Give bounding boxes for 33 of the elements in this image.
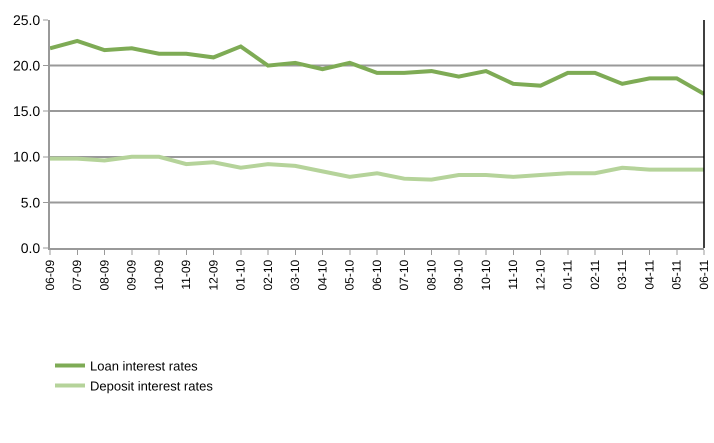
y-tick-label: 25.0 xyxy=(12,12,40,28)
y-tick-label: 5.0 xyxy=(20,194,40,210)
x-tick-label: 01-10 xyxy=(234,259,248,291)
x-tick-label: 10-09 xyxy=(152,259,166,291)
x-tick-label: 12-09 xyxy=(206,259,220,291)
y-tick-label: 10.0 xyxy=(12,148,40,165)
x-tick-label: 06-09 xyxy=(42,259,57,291)
y-tick-label: 0.0 xyxy=(20,240,40,256)
x-tick-label: 11-09 xyxy=(179,259,194,290)
x-tick-label: 12-10 xyxy=(533,259,548,291)
x-tick-label: 05-10 xyxy=(342,259,357,291)
legend-label: Deposit interest rates xyxy=(90,378,214,394)
x-tick-label: 06-11 xyxy=(696,259,711,290)
x-tick-label: 11-10 xyxy=(506,259,520,290)
x-tick-label: 08-10 xyxy=(424,259,438,291)
y-tick-label: 15.0 xyxy=(12,103,40,120)
x-tick-label: 05-11 xyxy=(670,259,684,290)
x-tick-label: 02-11 xyxy=(588,259,602,290)
legend-label: Loan interest rates xyxy=(90,358,198,374)
x-tick-label: 07-09 xyxy=(70,259,84,291)
x-tick-label: 10-10 xyxy=(478,259,493,291)
x-tick-label: 04-10 xyxy=(315,259,330,291)
x-tick-label: 08-09 xyxy=(97,259,112,291)
x-tick-label: 04-11 xyxy=(642,259,656,290)
x-tick-label: 03-11 xyxy=(615,259,630,290)
x-tick-label: 09-10 xyxy=(452,259,466,291)
y-tick-label: 20.0 xyxy=(12,58,40,74)
x-tick-label: 09-09 xyxy=(124,259,139,291)
x-tick-label: 03-10 xyxy=(288,259,302,291)
x-tick-label: 01-11 xyxy=(560,259,575,290)
x-tick-label: 02-10 xyxy=(260,259,275,291)
x-tick-label: 07-10 xyxy=(397,259,412,291)
x-tick-label: 06-10 xyxy=(370,259,384,291)
